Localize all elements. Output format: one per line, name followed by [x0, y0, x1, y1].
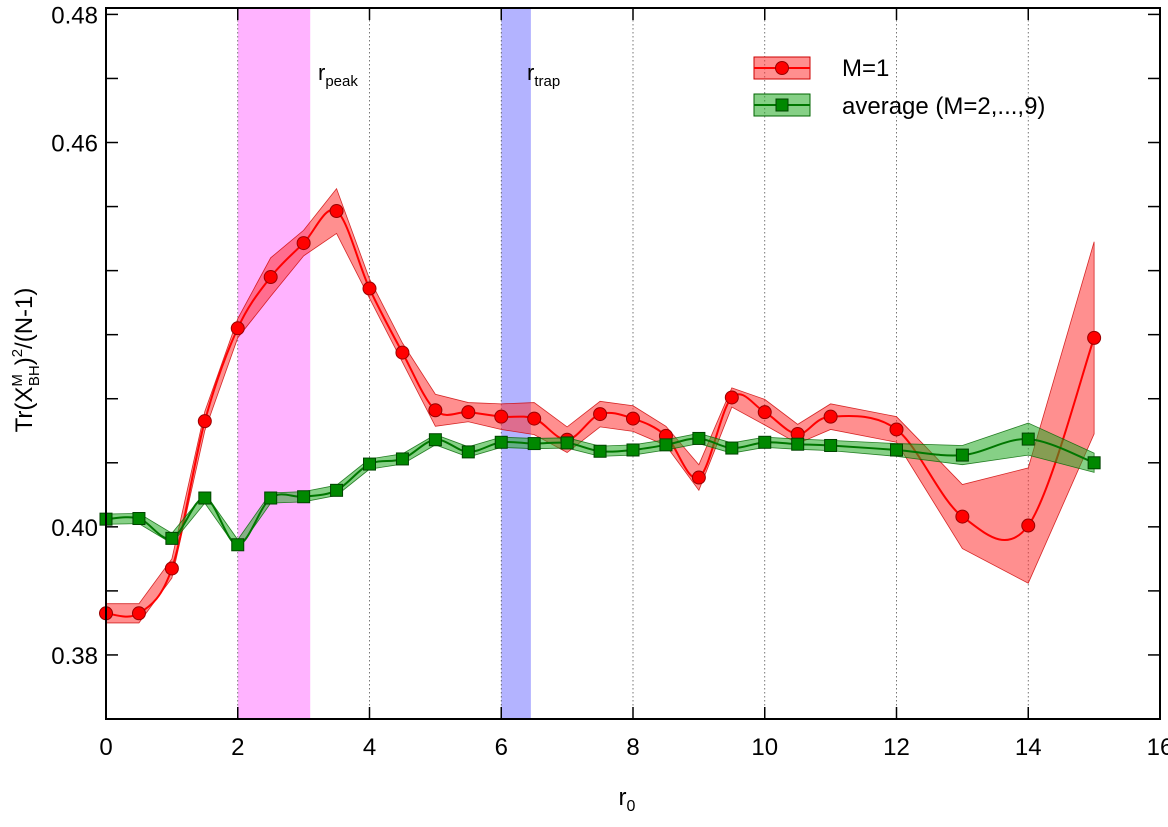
- band-r-peak: [237, 8, 311, 719]
- data-point-average: [165, 531, 179, 545]
- data-point-average: [494, 435, 508, 449]
- legend-swatch-m1-marker: [775, 61, 789, 75]
- band-label-r-peak: rpeak: [318, 60, 358, 90]
- y-tick-label: 0.38: [51, 643, 98, 670]
- data-point-m1: [527, 411, 542, 426]
- data-point-average: [824, 438, 838, 452]
- legend-label-average: average (M=2,...,9): [842, 93, 1045, 120]
- data-point-m1: [823, 409, 838, 424]
- y-axis-label-pre: Tr(X: [11, 387, 38, 433]
- data-point-average: [692, 431, 706, 445]
- error-band-m1: [105, 187, 1095, 624]
- data-point-m1: [1087, 330, 1102, 345]
- data-point-average: [758, 435, 772, 449]
- data-point-average: [725, 441, 739, 455]
- y-axis-label-post: ): [11, 357, 38, 365]
- data-point-m1: [230, 321, 245, 336]
- band-label-r-trap-main: r: [527, 60, 534, 85]
- band-label-r-trap: rtrap: [527, 60, 560, 90]
- data-point-m1: [724, 390, 739, 405]
- legend: M=1 average (M=2,...,9): [753, 55, 1045, 120]
- band-label-r-peak-main: r: [318, 60, 325, 85]
- data-point-average: [297, 490, 311, 504]
- data-point-m1: [757, 405, 772, 420]
- x-tick-label: 10: [751, 734, 778, 761]
- x-tick-label: 8: [626, 734, 639, 761]
- y-tick-label: 0.46: [51, 131, 98, 158]
- data-point-m1: [955, 509, 970, 524]
- data-point-average: [527, 437, 541, 451]
- x-axis-label-main: r: [619, 784, 627, 811]
- data-point-m1: [593, 407, 608, 422]
- data-point-m1: [889, 422, 904, 437]
- data-point-m1: [1021, 518, 1036, 533]
- data-point-average: [330, 483, 344, 497]
- data-point-average: [955, 448, 969, 462]
- data-point-average: [428, 433, 442, 447]
- grid-lines: [237, 8, 1029, 719]
- x-axis-label-sub: 0: [627, 798, 636, 815]
- series-average: [99, 422, 1101, 552]
- y-tick-label: 0.48: [51, 2, 98, 29]
- highlight-bands: [237, 8, 531, 719]
- x-tick-label: 0: [99, 734, 112, 761]
- data-point-m1: [164, 561, 179, 576]
- data-point-average: [198, 491, 212, 505]
- data-point-average: [791, 437, 805, 451]
- y-axis-label: Tr(XMBH)2/(N-1): [9, 288, 43, 433]
- data-point-average: [1021, 432, 1035, 446]
- data-point-average: [363, 457, 376, 471]
- data-point-m1: [362, 281, 377, 296]
- data-point-average: [593, 444, 607, 458]
- y-tick-label: 0.40: [51, 515, 98, 542]
- legend-item-m1: M=1: [753, 55, 889, 82]
- data-point-m1: [197, 414, 212, 429]
- data-point-m1: [691, 470, 706, 485]
- data-point-average: [659, 438, 673, 452]
- x-tick-label: 6: [495, 734, 508, 761]
- series-m1: [99, 187, 1102, 624]
- data-point-m1: [461, 405, 476, 420]
- legend-swatch-average-marker: [775, 98, 789, 112]
- x-tick-label: 12: [883, 734, 910, 761]
- data-point-average: [890, 443, 903, 457]
- axis-ticks: 0 2 4 6 8 10 12 14 16 0.38 0.40 0.46 0.48: [51, 2, 1168, 761]
- data-point-m1: [428, 403, 443, 418]
- data-point-average: [264, 491, 278, 505]
- data-point-average: [132, 512, 146, 526]
- legend-label-m1: M=1: [842, 55, 889, 82]
- x-tick-label: 14: [1015, 734, 1042, 761]
- legend-item-average: average (M=2,...,9): [753, 93, 1045, 120]
- data-point-average: [231, 538, 245, 552]
- data-point-m1: [296, 236, 311, 251]
- data-point-m1: [131, 606, 146, 621]
- data-point-average: [1087, 456, 1101, 470]
- band-label-r-trap-sub: trap: [534, 73, 560, 90]
- y-axis-label-sup: M: [9, 374, 26, 387]
- data-point-m1: [494, 409, 509, 424]
- y-axis-label-sup2: 2: [9, 349, 26, 357]
- data-point-m1: [263, 270, 278, 285]
- data-point-m1: [626, 411, 640, 426]
- x-tick-label: 16: [1147, 734, 1168, 761]
- band-label-r-peak-sub: peak: [325, 73, 358, 90]
- data-point-m1: [395, 345, 410, 360]
- series-layer: [99, 187, 1102, 624]
- x-tick-label: 4: [363, 734, 376, 761]
- x-tick-label: 2: [231, 734, 244, 761]
- data-point-m1: [329, 204, 344, 219]
- data-point-average: [395, 452, 409, 466]
- data-point-average: [560, 436, 574, 450]
- y-axis-label-post2: /(N-1): [11, 288, 38, 349]
- data-point-average: [461, 445, 475, 459]
- band-r-trap: [501, 8, 531, 719]
- data-point-average: [626, 443, 640, 457]
- y-axis-label-sub: BH: [26, 365, 43, 386]
- x-axis-label: r0: [619, 784, 636, 815]
